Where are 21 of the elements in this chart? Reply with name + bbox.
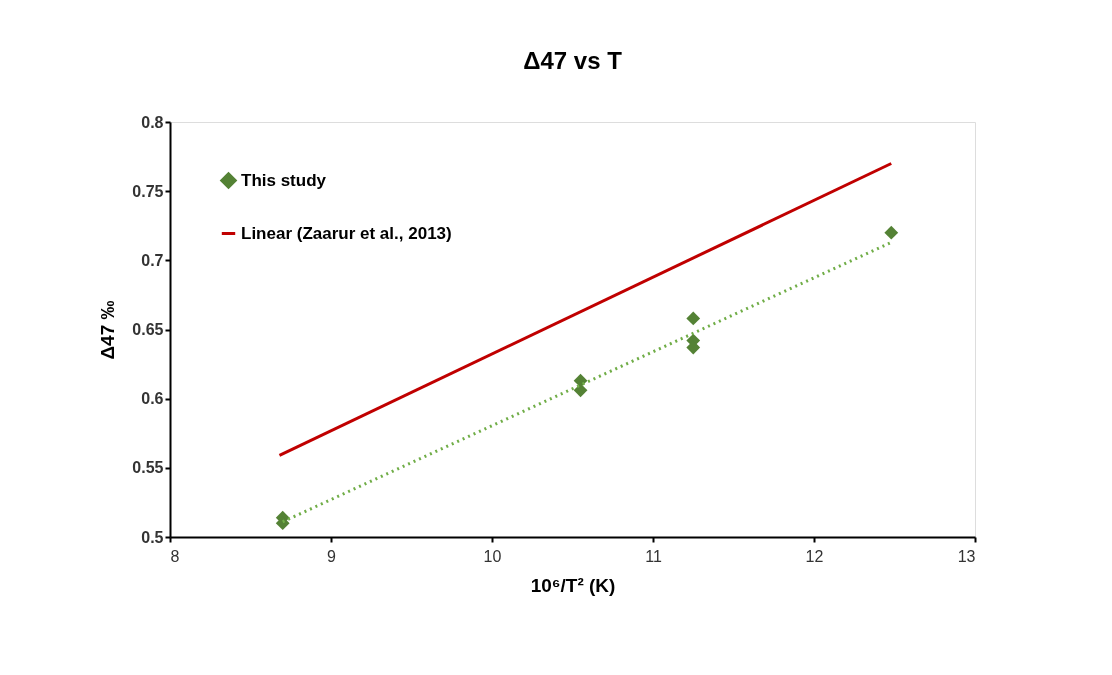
x-tick-label: 11 bbox=[645, 547, 662, 565]
legend-label: This study bbox=[241, 170, 327, 190]
y-axis-title: Δ47 ‰ bbox=[97, 300, 119, 360]
x-tick-label: 9 bbox=[327, 547, 337, 565]
y-tick-label: 0.55 bbox=[132, 459, 164, 477]
point bbox=[686, 311, 701, 326]
y-tick-label: 0.75 bbox=[132, 182, 164, 200]
point bbox=[573, 383, 588, 398]
y-tick-label: 0.5 bbox=[141, 528, 164, 546]
y-tick-label: 0.7 bbox=[141, 251, 164, 269]
point bbox=[884, 225, 899, 240]
x-axis-title: 10⁶/T² (K) bbox=[530, 574, 616, 596]
y-tick-label: 0.6 bbox=[141, 390, 164, 408]
legend-label: Linear (Zaarur et al., 2013) bbox=[241, 223, 452, 243]
x-tick-label: 13 bbox=[957, 547, 976, 565]
chart-title: Δ47 vs T bbox=[523, 47, 623, 74]
x-tick-label: 8 bbox=[170, 547, 180, 565]
y-tick-label: 0.65 bbox=[132, 321, 164, 338]
y-tick-label: 0.8 bbox=[141, 113, 164, 131]
x-tick-label: 10 bbox=[483, 547, 502, 565]
x-tick-label: 12 bbox=[805, 547, 824, 565]
